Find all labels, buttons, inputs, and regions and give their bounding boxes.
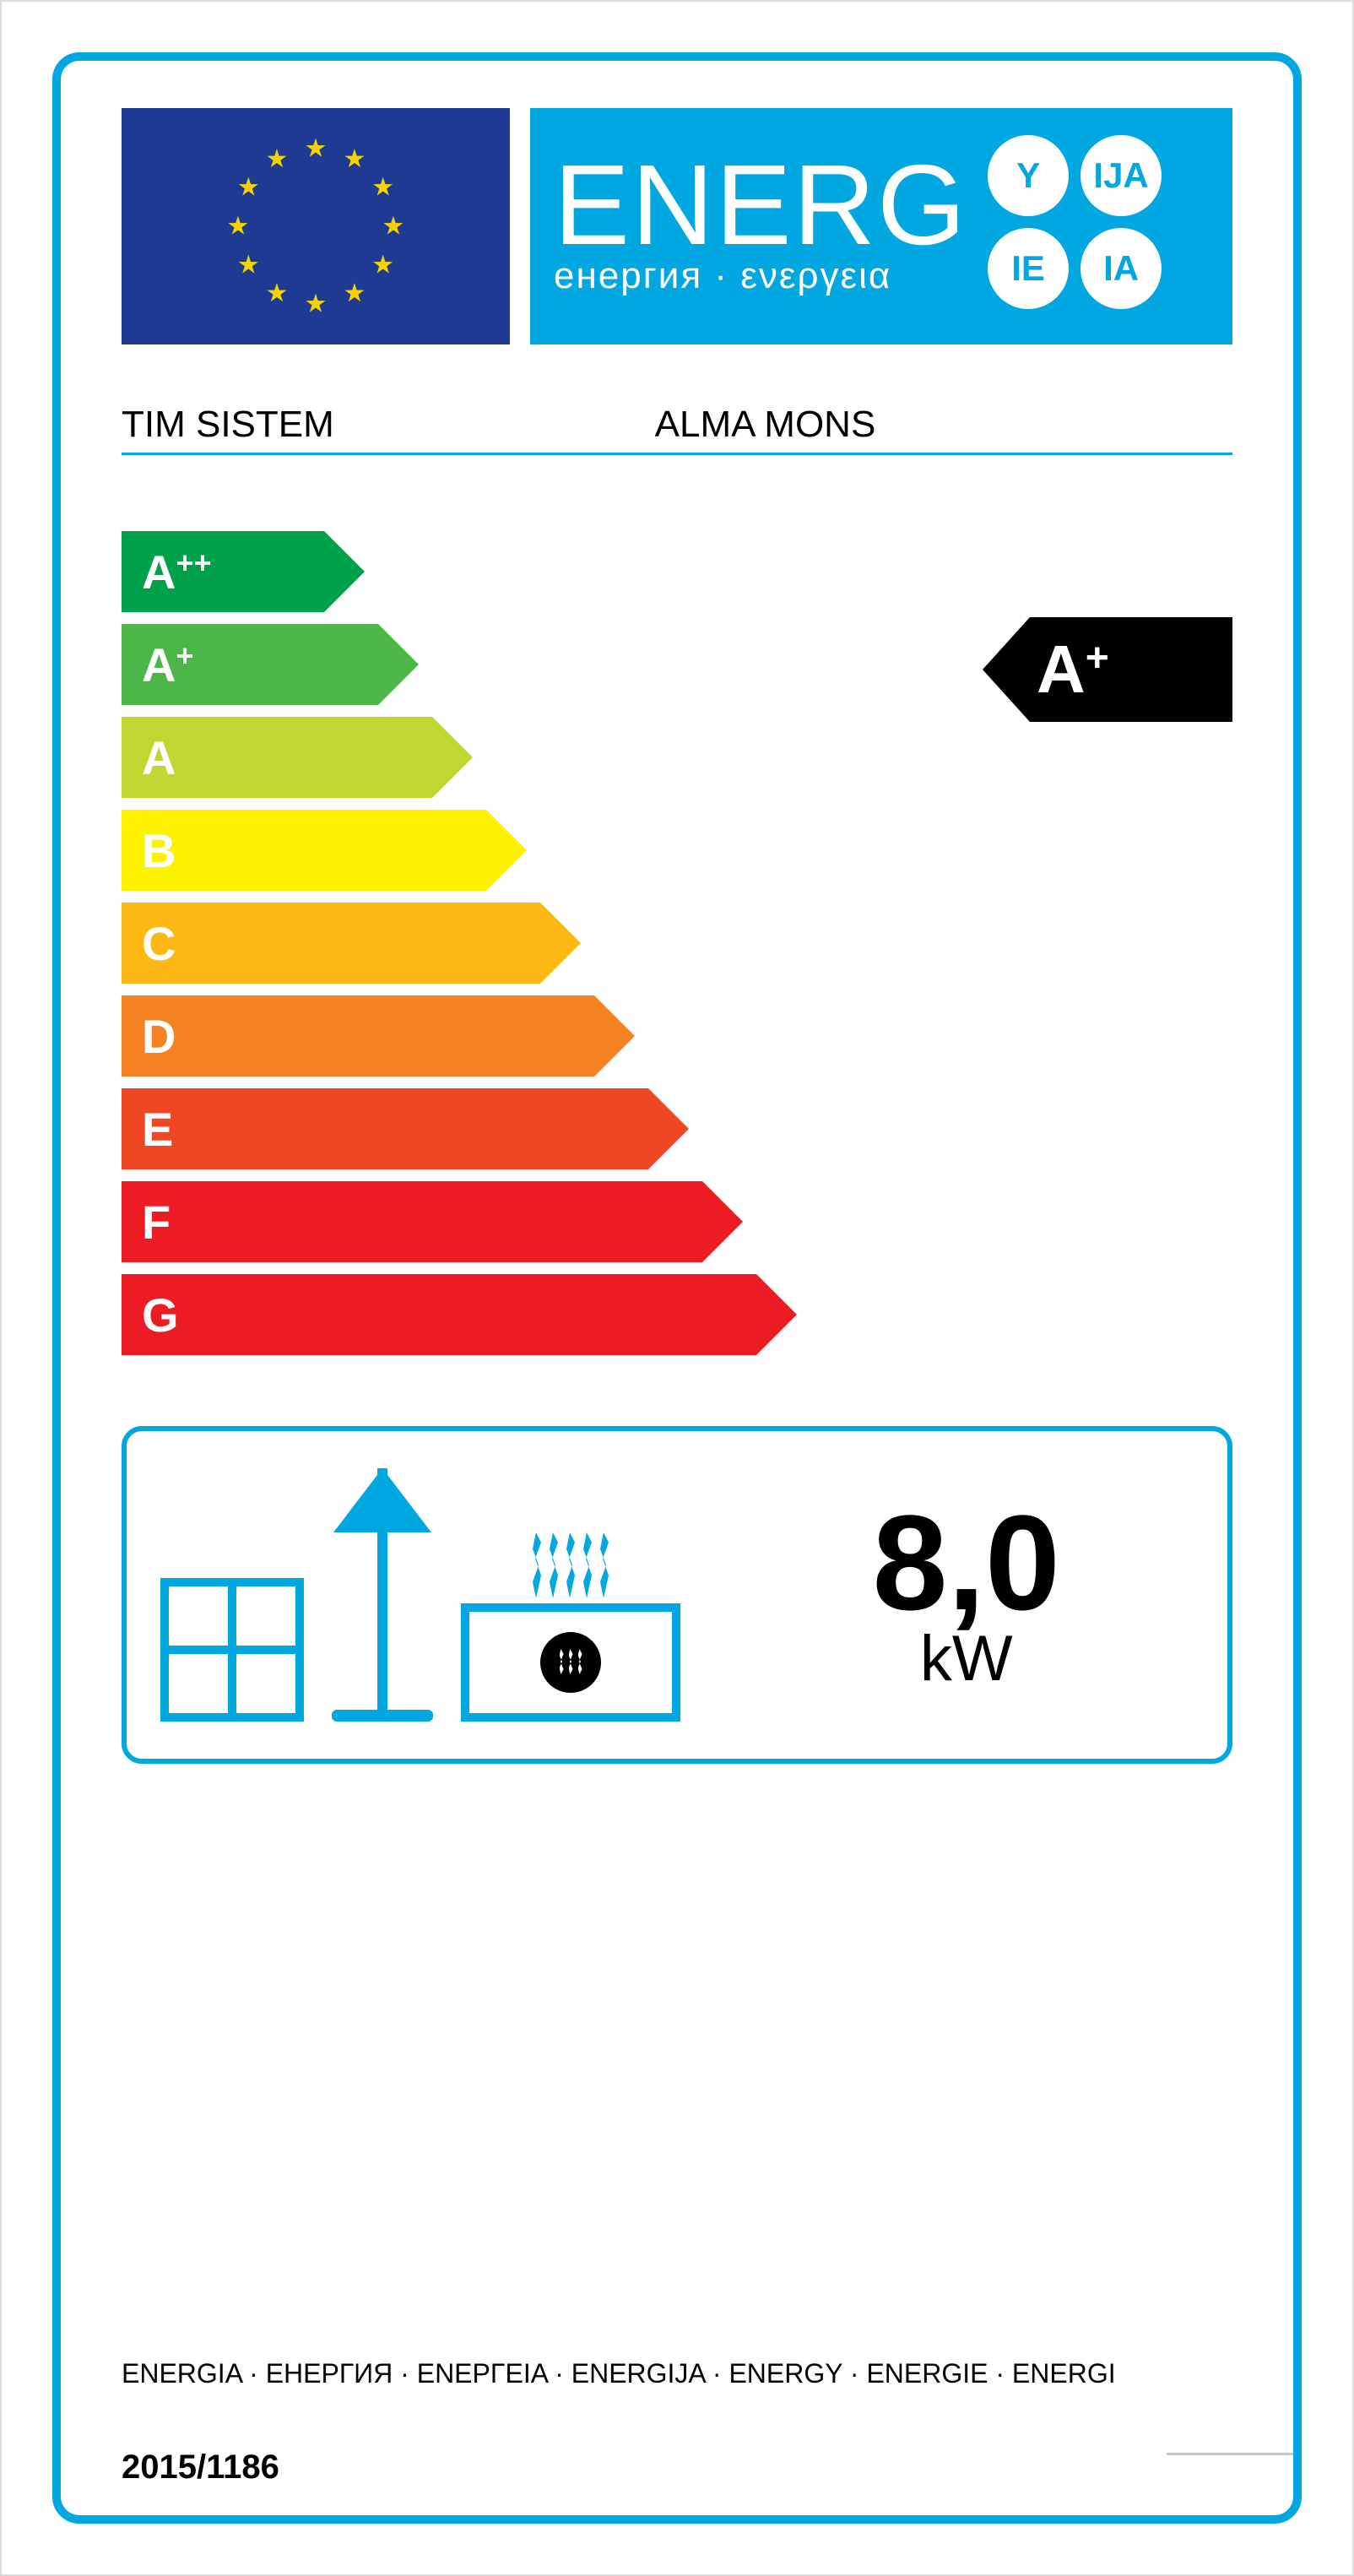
rating-badge-arrowhead <box>983 617 1030 722</box>
scale-arrow: C <box>122 903 797 984</box>
window-icon <box>160 1578 304 1722</box>
scale-arrow-suffix: ++ <box>176 545 211 581</box>
eu-star: ★ <box>344 144 366 174</box>
scale-arrow-label: C <box>142 916 176 971</box>
footer: ENERGIA · ЕНЕРГИЯ · ΕΝΕΡΓΕΙΑ · ENERGIJA … <box>122 2358 1232 2487</box>
footer-languages: ENERGIA · ЕНЕРГИЯ · ΕΝΕΡΓΕΙΑ · ENERGIJA … <box>122 2358 1232 2389</box>
scale-arrow-body: E <box>122 1088 648 1169</box>
rating-badge-body: A+ <box>1030 617 1232 722</box>
scale-arrow: A <box>122 717 797 798</box>
scale-arrow-body: A++ <box>122 531 324 612</box>
lamp-icon <box>336 1468 429 1722</box>
scale-arrow-suffix: + <box>176 638 193 674</box>
scale-arrow: D <box>122 995 797 1076</box>
scale-arrow-label: G <box>142 1288 179 1342</box>
scale-arrow: G <box>122 1274 797 1355</box>
scale-arrow-label: A <box>142 545 176 599</box>
scale-arrow-head <box>756 1274 797 1355</box>
eu-star: ★ <box>237 251 260 280</box>
rating-value: A <box>1037 631 1086 708</box>
energ-suffix-grid: YIJAIEIA <box>988 135 1162 309</box>
scale-arrow: A+ <box>122 624 797 705</box>
scale-arrow-body: D <box>122 995 594 1076</box>
scale-arrow: E <box>122 1088 797 1169</box>
rating-badge: A+ <box>983 617 1232 722</box>
heat-waves-icon <box>533 1531 609 1598</box>
scale-arrow-label: A <box>142 730 176 785</box>
scale-arrow-body: A <box>122 717 432 798</box>
eu-star: ★ <box>371 173 394 203</box>
scale-arrow-head <box>540 903 581 984</box>
scale-arrow-label: D <box>142 1009 176 1064</box>
scale-arrow-head <box>432 717 473 798</box>
scale-arrow-head <box>324 531 365 612</box>
eu-star: ★ <box>382 212 405 241</box>
eu-star: ★ <box>266 279 289 308</box>
eu-flag-icon: ★★★★★★★★★★★★ <box>122 108 510 344</box>
eu-stars: ★★★★★★★★★★★★ <box>227 138 404 315</box>
footer-regulation: 2015/1186 <box>122 2449 1232 2487</box>
scale-arrow-head <box>486 810 527 891</box>
footer-side-line <box>1167 2453 1293 2455</box>
eu-star: ★ <box>237 173 260 203</box>
scale-arrow-body: G <box>122 1274 756 1355</box>
scale-arrow: A++ <box>122 531 797 612</box>
efficiency-scale: A++A+ABCDEFG A+ <box>122 531 1232 1392</box>
scale-arrows: A++A+ABCDEFG <box>122 531 797 1367</box>
power-output-box: 8,0 kW <box>122 1426 1232 1764</box>
scale-arrow-label: B <box>142 823 176 878</box>
scale-arrow-head <box>594 995 635 1076</box>
model: ALMA MONS <box>655 404 1232 446</box>
scale-arrow: B <box>122 810 797 891</box>
rating-suffix: + <box>1086 635 1109 681</box>
eu-star: ★ <box>344 279 366 308</box>
eu-star: ★ <box>305 290 328 319</box>
energ-suffix: Y <box>988 135 1069 216</box>
power-value: 8,0 <box>739 1495 1194 1630</box>
stove-heat-icon <box>540 1632 601 1693</box>
scale-arrow-label: E <box>142 1102 173 1157</box>
manufacturer-model-row: TIM SISTEM ALMA MONS <box>122 404 1232 455</box>
energ-suffix: IE <box>988 228 1069 309</box>
eu-star: ★ <box>227 212 250 241</box>
scale-arrow-body: B <box>122 810 486 891</box>
eu-star: ★ <box>266 144 289 174</box>
scale-arrow-head <box>378 624 419 705</box>
energy-label: ★★★★★★★★★★★★ ENERG енергия · ενεργεια YI… <box>52 52 1302 2524</box>
energ-suffix: IA <box>1080 228 1162 309</box>
stove-icon <box>461 1531 680 1722</box>
power-unit: kW <box>739 1622 1194 1695</box>
scale-arrow-body: F <box>122 1181 702 1262</box>
scale-arrow-label: F <box>142 1195 171 1250</box>
manufacturer: TIM SISTEM <box>122 404 655 446</box>
page: ★★★★★★★★★★★★ ENERG енергия · ενεργεια YI… <box>0 0 1354 2576</box>
scale-arrow-body: C <box>122 903 540 984</box>
header: ★★★★★★★★★★★★ ENERG енергия · ενεργεια YI… <box>122 108 1232 344</box>
scale-arrow: F <box>122 1181 797 1262</box>
energ-suffix: IJA <box>1080 135 1162 216</box>
energ-banner: ENERG енергия · ενεργεια YIJAIEIA <box>530 108 1232 344</box>
energ-text: ENERG енергия · ενεργεια <box>554 148 967 297</box>
eu-star: ★ <box>305 134 328 164</box>
scale-arrow-head <box>702 1181 743 1262</box>
energ-title: ENERG <box>554 148 967 262</box>
stove-body-icon <box>461 1603 680 1722</box>
scale-arrow-label: A <box>142 637 176 692</box>
eu-star: ★ <box>371 251 394 280</box>
pictogram-area <box>160 1468 739 1722</box>
scale-arrow-head <box>648 1088 689 1169</box>
power-value-area: 8,0 kW <box>739 1495 1194 1695</box>
scale-arrow-body: A+ <box>122 624 378 705</box>
